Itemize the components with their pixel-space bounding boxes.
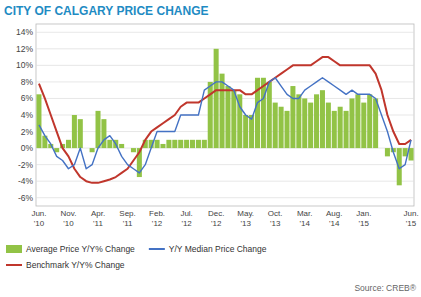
bar [202,140,207,148]
bar [160,144,165,148]
y-tick-label: 6% [21,93,34,103]
legend-swatch [149,248,165,250]
bar [78,119,83,148]
y-tick-label: 8% [21,77,34,87]
legend-label: Y/Y Median Price Change [169,244,267,254]
bar [119,144,124,148]
x-tick-label: May.'13 [237,209,254,228]
x-tick-label: Aug.'14 [326,209,342,228]
plot-frame [36,24,414,206]
bar [302,98,307,148]
line [39,57,411,183]
bar [72,115,77,148]
bar [155,140,160,148]
x-tick-label: Apr.'11 [91,209,105,228]
bar [96,111,101,148]
bar [273,103,278,149]
bar [125,148,130,149]
bar [290,86,295,148]
bar [84,148,89,149]
bar [314,94,319,148]
bar [131,148,136,152]
legend-label: Average Price Y/Y% Change [26,244,135,254]
bar [320,90,325,148]
bar [190,140,195,148]
y-tick-label: 0% [21,143,34,153]
bar [166,140,171,148]
plot-area [36,49,413,186]
x-tick-label: Jul.'12 [180,209,192,228]
bar [349,98,354,148]
bar [249,115,254,148]
bar [243,115,248,148]
legend-swatch [6,264,22,266]
chart: CITY OF CALGARY PRICE CHANGE -6% -4% -2% 0% 2… [0,0,421,297]
bar [36,94,41,148]
y-tick-label: 4% [21,110,34,120]
x-tick-label: Nov.'10 [61,209,77,228]
bar [208,82,213,148]
grid-line [36,197,414,198]
grid-line [36,181,414,182]
y-tick-label: -4% [18,176,34,186]
x-tick-label: Jun.'10 [31,209,46,228]
legend-swatch [6,245,22,253]
grid [36,32,414,197]
x-tick-label: Dec.'12 [208,209,224,228]
x-tick-label: Feb.'12 [149,209,165,228]
bar [355,94,360,148]
title: CITY OF CALGARY PRICE CHANGE [4,4,208,18]
bar [338,107,343,148]
annotation: Source: CREB® [354,283,416,293]
legend-label: Benchmark Y/Y% Change [26,260,125,270]
bar [196,140,201,148]
bar [267,82,272,148]
y-tick-label: 2% [21,127,34,137]
bar [172,140,177,148]
bar [107,140,112,148]
bar [178,140,183,148]
bar [231,90,236,148]
bar [385,148,390,156]
y-tick-label: 12% [16,44,33,54]
bar [220,74,225,148]
bar [296,94,301,148]
y-tick-label: -2% [18,160,34,170]
bar [332,111,337,148]
bar [279,107,284,148]
bar [225,86,230,148]
bar [326,103,331,149]
bar [90,148,95,152]
bar [367,94,372,148]
x-tick-label: Jun.'15 [403,209,418,228]
y-tick-label: 10% [16,60,33,70]
bar [361,103,366,149]
bar [101,119,106,148]
bar [344,111,349,148]
x-tick-label: Sep.'11 [119,209,135,228]
grid-line [36,48,414,49]
x-tick-label: Mar.'14 [297,209,313,228]
bar [184,140,189,148]
bar [66,140,71,148]
legend: Average Price Y/Y% Change Y/Y Median Pric… [6,244,267,270]
bar [214,49,219,148]
bar [373,98,378,148]
y-tick-label: -6% [18,193,34,203]
bar [285,111,290,148]
bar [379,148,384,149]
x-tick-label: Jan.'15 [356,209,371,228]
bar-series [36,49,413,186]
y-tick-label: 14% [16,27,33,37]
x-tick-label: Oct.'13 [268,209,283,228]
grid-line [36,81,414,82]
line [39,78,411,173]
grid-line [36,32,414,33]
bar [308,103,313,149]
